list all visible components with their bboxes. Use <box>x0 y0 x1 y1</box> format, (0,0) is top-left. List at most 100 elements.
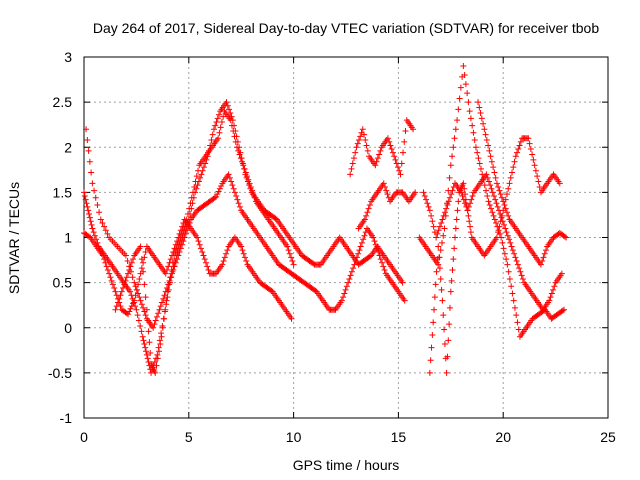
data-point <box>488 205 495 212</box>
data-point <box>440 232 447 239</box>
data-point <box>446 194 453 201</box>
data-point <box>99 252 106 259</box>
data-point <box>156 348 163 355</box>
data-point <box>158 333 165 340</box>
data-point <box>347 272 354 279</box>
data-point <box>108 277 115 284</box>
data-point <box>133 286 140 293</box>
data-point <box>234 144 241 151</box>
data-point <box>515 146 522 153</box>
data-point <box>477 165 484 172</box>
data-point <box>423 196 430 203</box>
data-point <box>515 326 522 333</box>
data-point <box>151 321 158 328</box>
data-point <box>505 268 512 275</box>
data-point <box>239 158 246 165</box>
data-point <box>154 355 161 362</box>
data-point <box>142 294 149 301</box>
data-point <box>89 180 96 187</box>
data-point <box>286 250 293 257</box>
data-point <box>209 131 216 138</box>
y-tick-label: -0.5 <box>48 365 72 381</box>
data-point <box>511 158 518 165</box>
data-point <box>350 265 357 272</box>
data-point <box>86 211 93 218</box>
data-point <box>449 153 456 160</box>
data-point <box>501 202 508 209</box>
data-point <box>402 128 409 135</box>
data-point <box>450 144 457 151</box>
series-track-f <box>355 180 419 232</box>
data-point <box>495 183 502 190</box>
data-point <box>518 272 525 279</box>
data-point <box>83 200 90 207</box>
data-point <box>519 276 526 283</box>
data-point <box>340 294 347 301</box>
data-point <box>236 203 243 210</box>
data-point <box>272 215 279 222</box>
data-point <box>176 238 183 245</box>
data-point <box>138 265 145 272</box>
data-point <box>502 225 509 232</box>
data-point <box>491 169 498 176</box>
data-point <box>512 254 519 261</box>
data-point <box>401 138 408 145</box>
data-point <box>380 180 387 187</box>
data-point <box>374 245 381 252</box>
data-point <box>226 174 233 181</box>
data-point <box>237 155 244 162</box>
y-tick-label: 0 <box>64 320 72 336</box>
data-point <box>464 207 471 214</box>
data-point <box>360 236 367 243</box>
data-point <box>200 164 207 171</box>
data-point <box>218 118 225 125</box>
data-point <box>510 297 517 304</box>
data-point <box>497 191 504 198</box>
x-tick-label: 0 <box>80 429 88 445</box>
data-point <box>122 277 129 284</box>
y-tick-label: 1 <box>64 230 72 246</box>
data-point <box>250 191 257 198</box>
data-point <box>514 261 521 268</box>
data-point <box>268 287 275 294</box>
data-point <box>127 305 134 312</box>
data-point <box>475 155 482 162</box>
data-point <box>351 261 358 268</box>
data-point <box>559 307 566 314</box>
data-point <box>481 182 488 189</box>
data-point <box>205 266 212 273</box>
data-point <box>215 188 222 195</box>
data-point <box>139 333 146 340</box>
data-point <box>517 138 524 145</box>
data-point <box>238 243 245 250</box>
data-point <box>484 192 491 199</box>
data-point <box>131 297 138 304</box>
data-point <box>358 239 365 246</box>
data-point <box>140 259 147 266</box>
data-point <box>136 276 143 283</box>
data-point <box>511 250 518 257</box>
data-point <box>441 225 448 232</box>
data-point <box>143 306 150 313</box>
data-marks <box>81 63 570 376</box>
data-point <box>443 369 450 376</box>
data-point <box>380 263 387 270</box>
data-point <box>355 250 362 257</box>
data-point <box>177 234 184 241</box>
data-point <box>509 169 516 176</box>
data-point <box>191 183 198 190</box>
data-point <box>123 274 130 281</box>
data-point <box>138 301 145 308</box>
data-point <box>103 263 110 270</box>
data-point <box>530 156 537 163</box>
x-tick-label: 15 <box>391 429 407 445</box>
data-point <box>493 234 500 241</box>
data-point <box>173 245 180 252</box>
data-point <box>364 209 371 216</box>
data-point <box>365 205 372 212</box>
data-point <box>343 283 350 290</box>
data-point <box>85 147 92 154</box>
data-point <box>126 266 133 273</box>
data-point <box>429 218 436 225</box>
data-point <box>455 106 462 113</box>
